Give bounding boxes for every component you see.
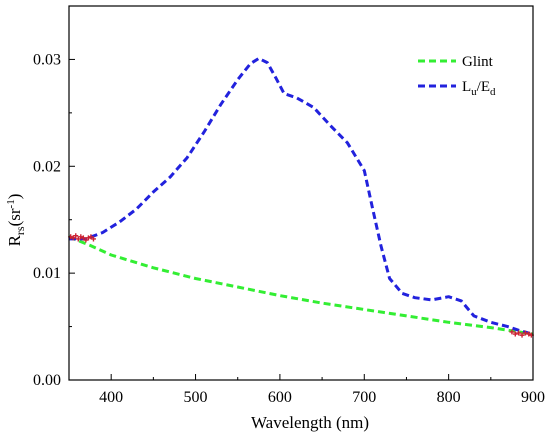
data-marker bbox=[80, 235, 86, 241]
series-line-lu-ed bbox=[69, 56, 534, 336]
series-layer bbox=[68, 56, 534, 336]
x-tick-label: 400 bbox=[99, 389, 123, 406]
legend-lu-ed-mid: /E bbox=[477, 79, 490, 95]
tick-layer: 400 500 600 700 800 900 0.00 0.01 0.02 0.03 bbox=[33, 51, 545, 406]
legend-label-lu-ed: Lu/Ed bbox=[462, 79, 496, 98]
marker-layer bbox=[68, 233, 534, 338]
legend-label-glint: Glint bbox=[462, 54, 494, 70]
y-tick-label: 0.01 bbox=[33, 265, 61, 282]
legend-lu-ed-sub-u: u bbox=[471, 86, 477, 98]
y-axis-title-unit: (sr bbox=[5, 208, 24, 226]
legend-lu-ed-sub-d: d bbox=[490, 86, 496, 98]
data-marker bbox=[509, 329, 515, 335]
y-tick-label: 0.02 bbox=[33, 158, 61, 175]
x-axis-title: Wavelength (nm) bbox=[251, 413, 369, 432]
x-tick-label: 600 bbox=[268, 389, 292, 406]
series-line-glint bbox=[68, 235, 534, 336]
legend: Glint Lu/Ed bbox=[418, 54, 496, 98]
data-marker bbox=[522, 330, 528, 336]
data-marker bbox=[512, 331, 518, 337]
x-tick-label: 800 bbox=[437, 389, 461, 406]
plot-frame bbox=[68, 5, 534, 381]
y-tick-label: 0.00 bbox=[33, 372, 61, 389]
y-axis-title-subscript: rs bbox=[13, 226, 27, 235]
data-marker bbox=[75, 236, 81, 242]
data-marker bbox=[526, 331, 532, 337]
data-marker bbox=[78, 234, 84, 240]
x-tick-label: 900 bbox=[521, 389, 545, 406]
x-tick-label: 700 bbox=[352, 389, 376, 406]
y-axis-title-base: R bbox=[5, 234, 24, 246]
y-axis-title: Rrs(sr-1) bbox=[5, 194, 27, 247]
y-tick-label: 0.03 bbox=[33, 51, 61, 68]
y-axis-title-close: ) bbox=[5, 194, 24, 200]
data-marker bbox=[70, 235, 76, 241]
data-marker bbox=[88, 234, 94, 240]
data-marker bbox=[73, 233, 79, 239]
data-marker bbox=[90, 236, 96, 242]
y-axis-title-superscript: -1 bbox=[5, 199, 17, 208]
data-marker bbox=[83, 237, 89, 243]
data-marker bbox=[516, 330, 522, 336]
x-tick-label: 500 bbox=[184, 389, 208, 406]
data-marker bbox=[519, 332, 525, 338]
data-marker bbox=[85, 235, 91, 241]
legend-lu-ed-base: L bbox=[462, 79, 471, 95]
